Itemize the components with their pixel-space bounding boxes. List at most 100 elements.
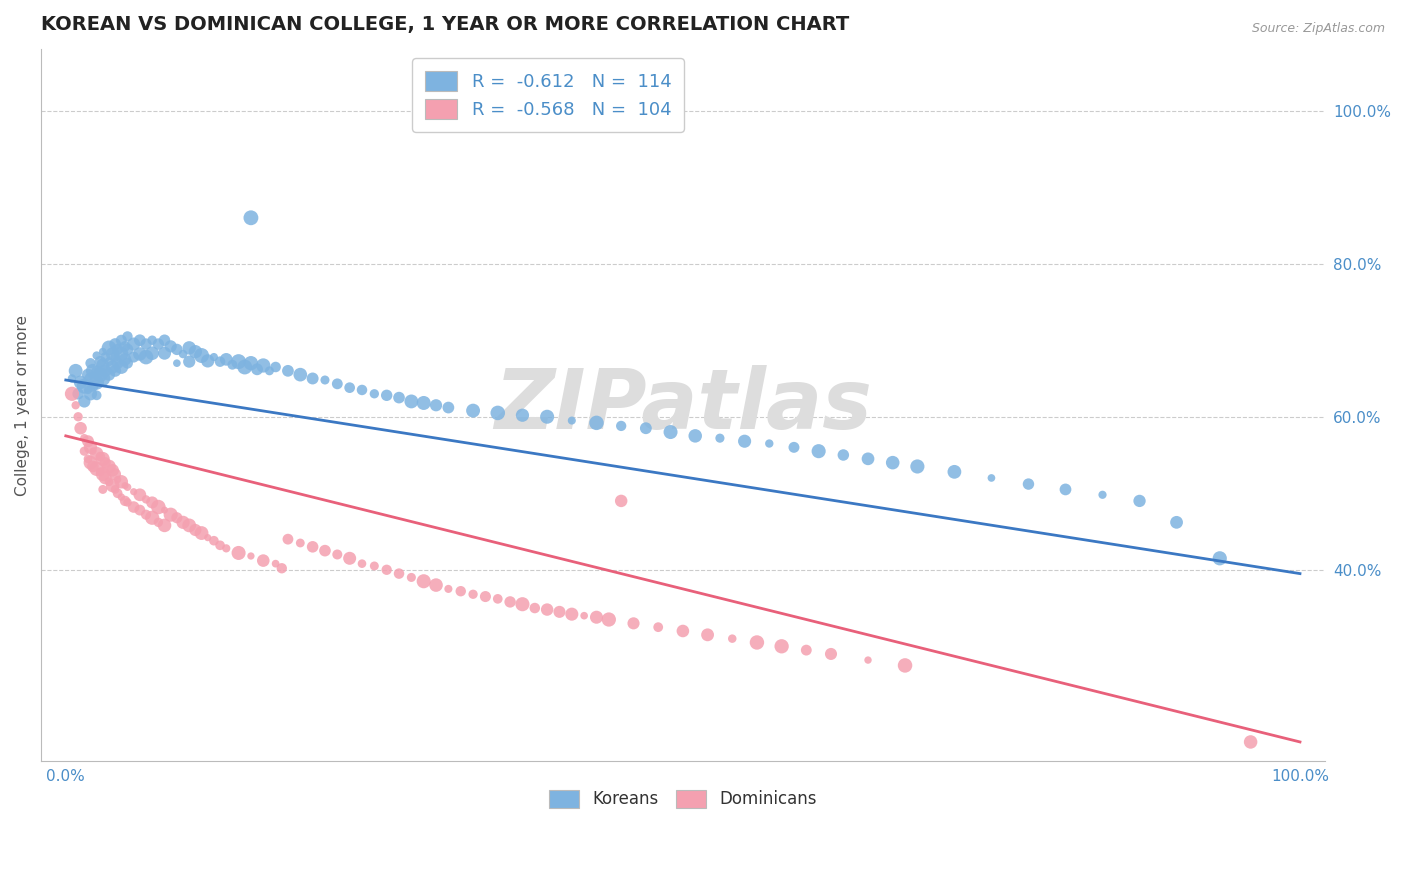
Point <box>882 456 904 470</box>
Point <box>128 347 150 361</box>
Point <box>598 613 620 627</box>
Point <box>277 364 299 378</box>
Point <box>101 478 124 492</box>
Point <box>128 333 150 347</box>
Point <box>67 409 90 424</box>
Point <box>89 368 111 382</box>
Point <box>486 591 509 606</box>
Point <box>67 386 90 401</box>
Point <box>94 350 117 364</box>
Point <box>401 570 423 584</box>
Point <box>623 616 645 631</box>
Point <box>107 486 129 500</box>
Point <box>86 446 108 460</box>
Point <box>91 467 114 482</box>
Point <box>461 587 484 601</box>
Point <box>450 584 472 599</box>
Point <box>91 344 114 359</box>
Point <box>350 383 373 397</box>
Point <box>79 456 101 470</box>
Point <box>122 350 145 364</box>
Point <box>301 540 323 554</box>
Point <box>179 354 201 368</box>
Point <box>425 578 447 592</box>
Point <box>89 465 111 479</box>
Point <box>1091 488 1114 502</box>
Point <box>135 492 157 507</box>
Point <box>79 371 101 385</box>
Point <box>314 373 336 387</box>
Point <box>326 548 349 562</box>
Point <box>89 354 111 368</box>
Point <box>264 557 287 571</box>
Point <box>60 386 83 401</box>
Point <box>82 364 104 378</box>
Point <box>172 516 194 530</box>
Point <box>153 346 176 360</box>
Point <box>758 436 780 450</box>
Point <box>239 549 262 563</box>
Point <box>363 558 385 573</box>
Legend: Koreans, Dominicans: Koreans, Dominicans <box>541 781 825 817</box>
Point <box>536 602 558 616</box>
Point <box>585 610 607 624</box>
Point <box>69 421 91 435</box>
Point <box>114 339 136 353</box>
Point <box>709 431 731 445</box>
Point <box>610 494 633 508</box>
Point <box>77 368 100 382</box>
Point <box>117 480 139 494</box>
Point <box>894 658 917 673</box>
Point <box>159 339 181 353</box>
Point <box>101 347 124 361</box>
Point <box>437 582 460 596</box>
Point <box>239 356 262 370</box>
Point <box>215 352 238 367</box>
Point <box>856 653 879 667</box>
Point <box>1166 516 1188 530</box>
Point <box>117 329 139 343</box>
Point <box>794 643 817 657</box>
Point <box>73 431 96 445</box>
Point <box>783 441 806 455</box>
Point <box>807 444 830 458</box>
Point <box>60 371 83 385</box>
Point <box>190 526 212 541</box>
Point <box>86 364 108 378</box>
Point <box>437 401 460 415</box>
Point <box>82 379 104 393</box>
Point <box>101 463 124 477</box>
Point <box>401 394 423 409</box>
Point <box>82 459 104 474</box>
Point <box>233 359 256 374</box>
Point <box>259 364 281 378</box>
Point <box>943 465 966 479</box>
Point <box>610 418 633 433</box>
Point <box>314 543 336 558</box>
Point <box>548 605 571 619</box>
Point <box>101 359 124 374</box>
Point <box>228 546 250 560</box>
Point <box>79 386 101 401</box>
Point <box>166 510 188 524</box>
Point <box>65 398 87 412</box>
Point <box>721 632 744 646</box>
Point <box>512 597 534 611</box>
Point <box>91 358 114 372</box>
Point <box>290 536 312 550</box>
Point <box>770 640 793 654</box>
Point <box>110 347 132 361</box>
Point <box>270 561 292 575</box>
Point <box>412 396 434 410</box>
Point <box>69 376 91 390</box>
Point <box>197 531 219 545</box>
Point <box>1209 551 1232 566</box>
Point <box>122 484 145 499</box>
Point <box>856 451 879 466</box>
Point <box>239 211 262 225</box>
Point <box>172 347 194 361</box>
Point <box>114 478 136 492</box>
Point <box>98 341 121 355</box>
Point <box>209 538 232 552</box>
Point <box>107 473 129 487</box>
